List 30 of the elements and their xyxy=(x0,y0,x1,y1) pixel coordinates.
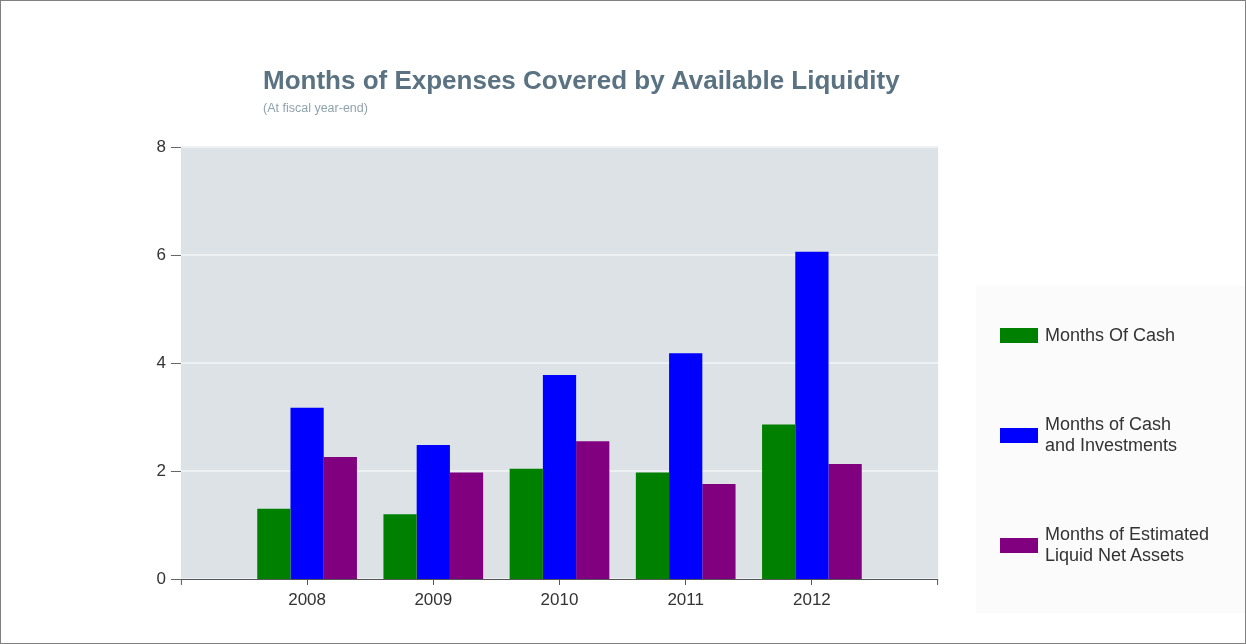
bar xyxy=(416,445,450,579)
bar xyxy=(509,468,543,579)
bar xyxy=(449,472,484,579)
x-tick-label: 2010 xyxy=(540,589,579,609)
bar xyxy=(542,374,577,579)
x-tick-label: 2012 xyxy=(792,589,831,609)
chart-subtitle: (At fiscal year-end) xyxy=(263,101,368,116)
bar xyxy=(257,508,291,579)
y-tick-label: 6 xyxy=(156,244,166,264)
legend-label: Months of Cash and Investments xyxy=(1045,414,1179,456)
x-tick-label: 2011 xyxy=(667,589,704,609)
y-tick-label: 2 xyxy=(156,460,166,480)
y-tick-label: 8 xyxy=(156,136,166,156)
bar xyxy=(323,456,357,579)
bar xyxy=(702,483,736,579)
bar xyxy=(762,424,796,579)
chart-title: Months of Expenses Covered by Available Liquidity xyxy=(263,65,900,95)
bar xyxy=(795,251,829,579)
bar xyxy=(383,514,417,579)
y-tick-label: 4 xyxy=(156,352,166,372)
legend-label: Months of Estimated Liquid Net Assets xyxy=(1045,524,1211,566)
y-tick-label: 0 xyxy=(156,568,166,588)
bar xyxy=(635,472,670,579)
bar xyxy=(576,441,610,579)
x-tick-label: 2009 xyxy=(414,589,453,609)
x-tick-label: 2008 xyxy=(288,589,327,609)
bar xyxy=(669,353,703,579)
bar xyxy=(828,463,862,579)
bar xyxy=(290,407,324,579)
legend-label: Months Of Cash xyxy=(1045,325,1177,346)
